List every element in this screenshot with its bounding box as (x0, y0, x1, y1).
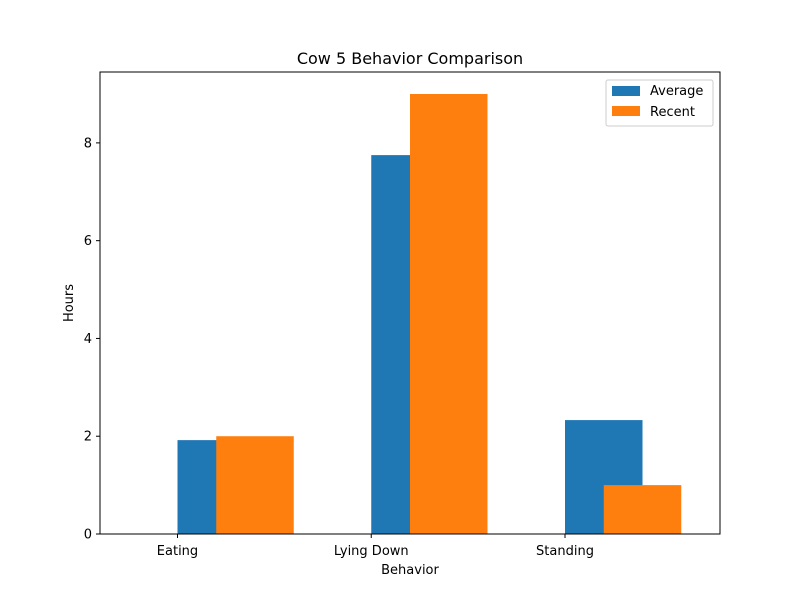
bar-recent-lying-down (410, 94, 488, 534)
y-axis: 0 2 4 6 8 (84, 136, 100, 543)
legend: Average Recent (605, 79, 714, 127)
legend-label-recent: Recent (650, 105, 695, 120)
y-tick-label: 6 (84, 234, 92, 249)
x-tick-label: Lying Down (334, 544, 409, 559)
y-tick-label: 4 (84, 332, 92, 347)
y-tick-label: 0 (84, 528, 92, 543)
x-tick-label: Eating (157, 544, 198, 559)
x-axis-title: Behavior (381, 563, 439, 578)
y-axis-title: Hours (62, 284, 77, 322)
plot-frame (99, 71, 721, 535)
bar-recent-standing (603, 485, 682, 534)
bar-recent-eating (216, 436, 294, 534)
x-axis: Eating Lying Down Standing (157, 534, 594, 559)
chart-title: Cow 5 Behavior Comparison (297, 49, 523, 68)
legend-swatch-average (612, 86, 640, 96)
legend-label-average: Average (650, 84, 703, 99)
bars-group (177, 94, 682, 534)
y-tick-label: 8 (84, 136, 92, 151)
x-tick-label: Standing (536, 544, 594, 559)
legend-swatch-recent (612, 106, 640, 116)
y-tick-label: 2 (84, 430, 92, 445)
